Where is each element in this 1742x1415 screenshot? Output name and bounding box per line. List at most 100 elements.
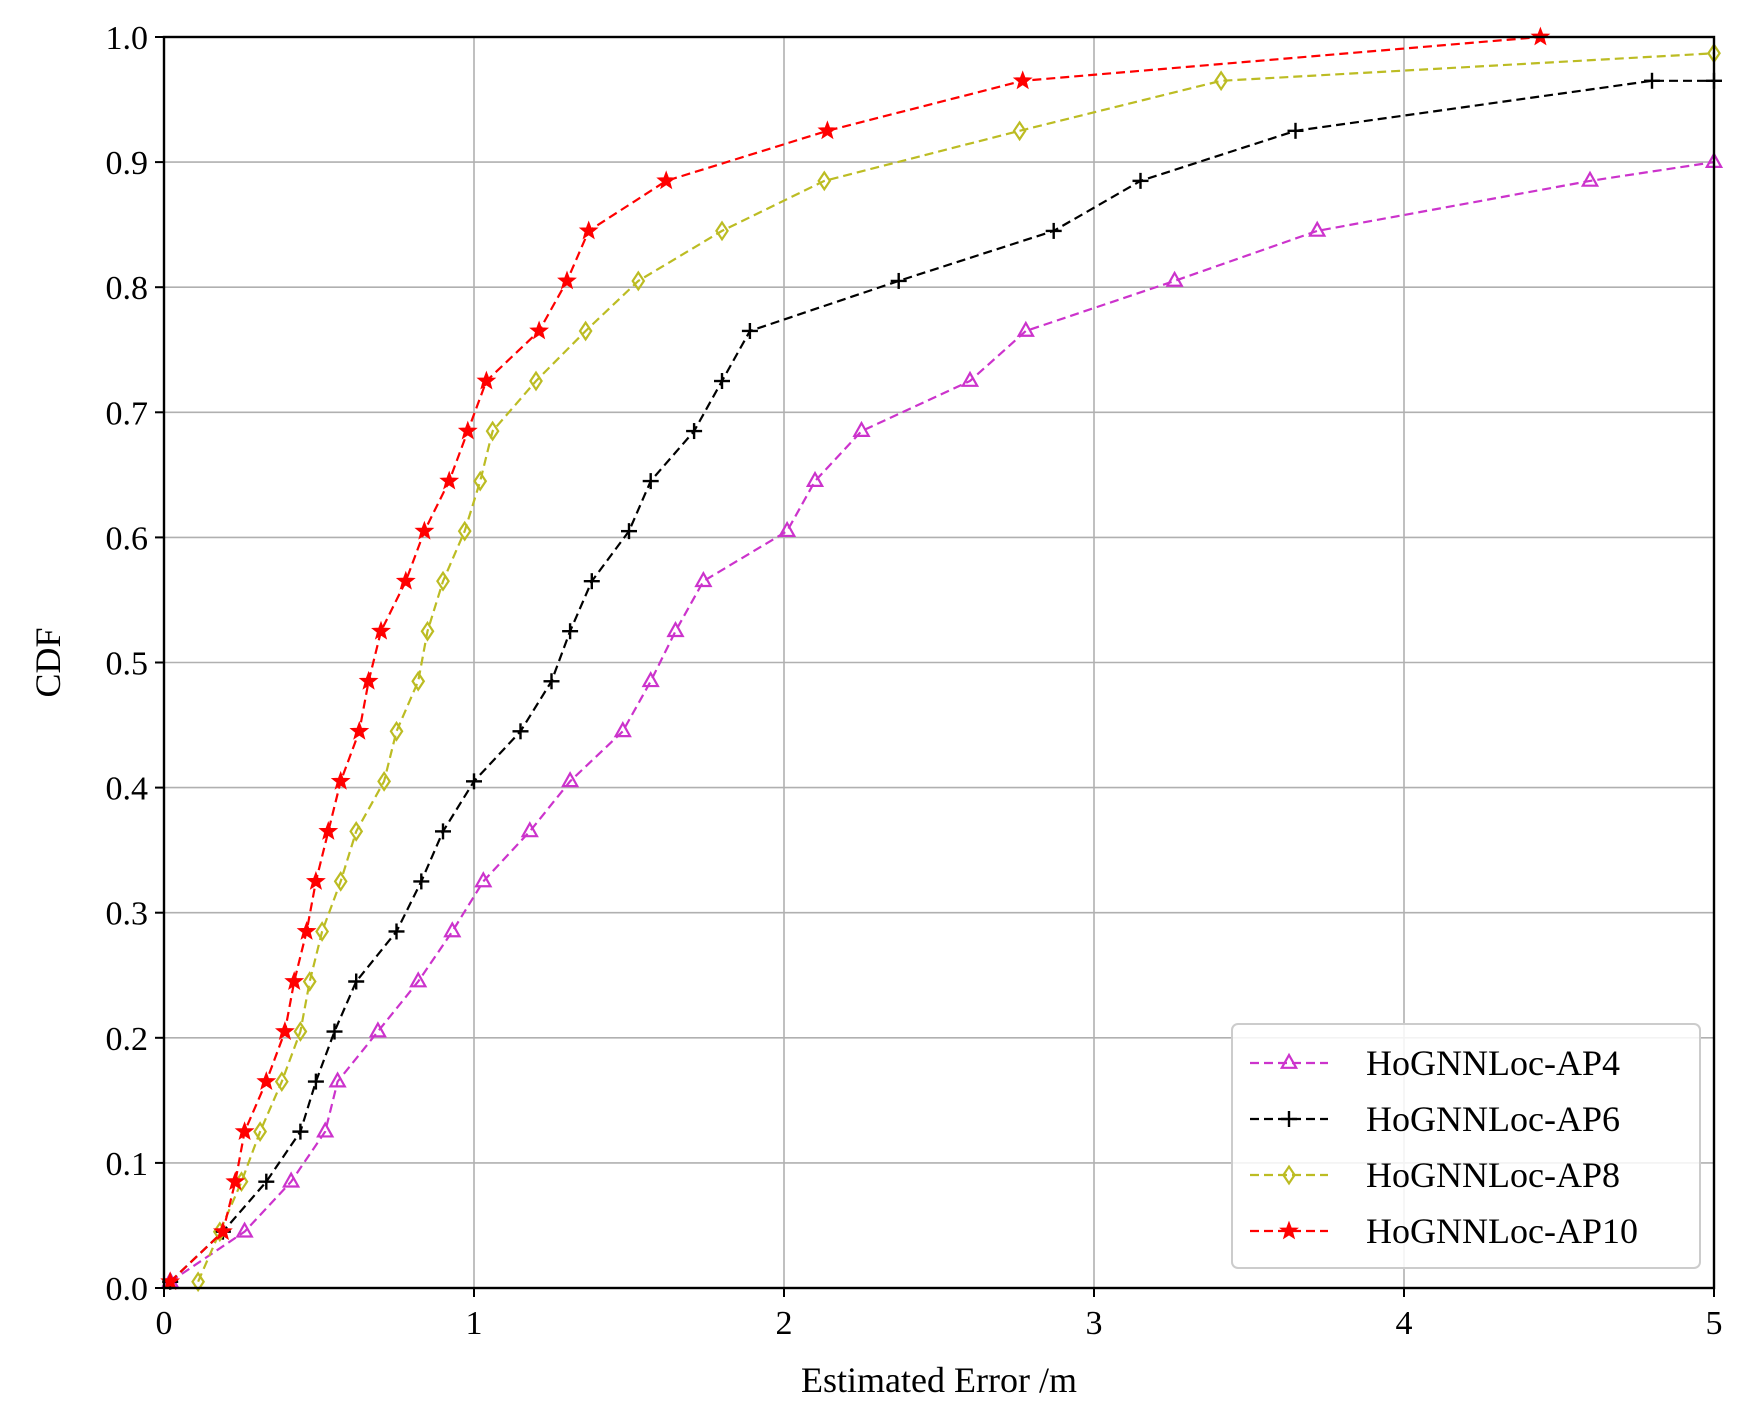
- point-diamond: [485, 420, 500, 442]
- point-star: [529, 320, 550, 340]
- point-plus: [890, 272, 907, 289]
- point-triangle: [1308, 220, 1327, 237]
- point-triangle: [443, 921, 462, 938]
- series-line: [169, 35, 1541, 1283]
- point-plus: [1045, 222, 1062, 239]
- x-tick-label: 0: [156, 1305, 173, 1342]
- point-plus: [1281, 1111, 1297, 1127]
- point-plus: [388, 923, 405, 940]
- series-layer: [160, 26, 1724, 1293]
- point-star: [212, 1221, 233, 1241]
- x-tick-label: 2: [776, 1305, 793, 1342]
- point-diamond: [389, 720, 404, 742]
- point-diamond: [293, 1021, 308, 1042]
- point-triangle: [409, 971, 428, 988]
- point-diamond: [1282, 1164, 1296, 1186]
- point-diamond: [274, 1071, 289, 1092]
- legend-item: HoGNNLoc-AP4: [1250, 1043, 1620, 1083]
- y-tick-label: 0.9: [106, 145, 149, 182]
- point-star: [358, 670, 379, 690]
- point-diamond: [529, 370, 543, 392]
- point-star: [349, 720, 370, 740]
- point-triangle: [613, 721, 632, 738]
- point-star: [557, 270, 577, 290]
- x-tick-label: 3: [1086, 1305, 1103, 1342]
- point-plus: [1132, 172, 1149, 189]
- point-triangle: [474, 871, 493, 888]
- legend: HoGNNLoc-AP4 HoGNNLoc-AP6 HoGNNLoc-AP8 HoGN…: [1231, 1023, 1701, 1269]
- point-triangle: [666, 620, 685, 638]
- point-star: [330, 770, 351, 790]
- legend-box: [1231, 1023, 1701, 1269]
- point-star: [371, 620, 391, 640]
- point-triangle: [282, 1171, 301, 1188]
- y-tick-label: 0.7: [106, 395, 149, 432]
- x-tick-label: 5: [1706, 1305, 1723, 1342]
- point-triangle: [1165, 270, 1184, 287]
- y-tick-label: 0.5: [106, 646, 149, 683]
- legend-label: HoGNNLoc-AP4: [1366, 1043, 1620, 1083]
- point-star: [439, 470, 460, 490]
- point-star: [1279, 1220, 1299, 1240]
- point-star: [318, 820, 339, 840]
- x-tick-label: 4: [1396, 1305, 1413, 1342]
- point-triangle: [235, 1221, 254, 1238]
- y-tick-label: 0.4: [106, 771, 149, 808]
- point-star: [1012, 70, 1033, 90]
- y-tick-label: 0.0: [106, 1271, 149, 1308]
- series-line: [197, 52, 1715, 1283]
- legend-item: HoGNNLoc-AP8: [1250, 1155, 1620, 1195]
- point-diamond: [1214, 70, 1229, 92]
- point-plus: [292, 1123, 309, 1140]
- point-plus: [258, 1173, 275, 1190]
- point-diamond: [191, 1271, 206, 1293]
- point-star: [225, 1171, 246, 1191]
- point-star: [256, 1071, 277, 1091]
- point-star: [457, 420, 478, 440]
- legend-item: HoGNNLoc-AP10: [1250, 1211, 1638, 1251]
- series-hognnloc-ap10: [160, 26, 1551, 1291]
- point-diamond: [457, 520, 472, 542]
- point-star: [274, 1021, 295, 1040]
- point-triangle: [694, 570, 713, 588]
- legend-label: HoGNNLoc-AP10: [1366, 1211, 1638, 1251]
- point-triangle: [520, 821, 539, 838]
- series-line: [169, 79, 1714, 1283]
- point-triangle: [778, 520, 797, 538]
- point-diamond: [473, 470, 488, 492]
- point-diamond: [1012, 120, 1027, 142]
- point-plus: [583, 573, 600, 590]
- point-plus: [1287, 122, 1304, 139]
- point-triangle: [561, 771, 580, 788]
- point-triangle: [368, 1021, 387, 1038]
- x-axis-title: Estimated Error /m: [801, 1360, 1077, 1400]
- y-tick-label: 0.3: [106, 896, 149, 933]
- series-hognnloc-ap8: [191, 42, 1721, 1293]
- point-diamond: [411, 670, 426, 692]
- y-tick-label: 0.8: [106, 270, 149, 307]
- point-star: [395, 570, 416, 590]
- point-plus: [686, 423, 703, 440]
- point-star: [284, 971, 305, 990]
- point-plus: [512, 723, 529, 740]
- point-star: [476, 370, 497, 390]
- legend-label: HoGNNLoc-AP8: [1366, 1155, 1620, 1195]
- point-diamond: [302, 971, 317, 992]
- point-triangle: [641, 671, 660, 688]
- legend-label: HoGNNLoc-AP6: [1366, 1099, 1620, 1139]
- point-plus: [543, 673, 560, 690]
- point-triangle: [960, 370, 980, 387]
- point-diamond: [333, 871, 348, 892]
- y-tick-label: 0.2: [106, 1021, 149, 1058]
- point-diamond: [817, 170, 832, 192]
- point-diamond: [377, 770, 392, 792]
- point-star: [305, 870, 326, 890]
- point-triangle: [316, 1121, 335, 1138]
- point-plus: [413, 873, 430, 890]
- point-star: [656, 170, 677, 190]
- point-plus: [1644, 72, 1660, 89]
- point-star: [414, 520, 435, 540]
- y-axis-title: CDF: [28, 627, 68, 697]
- point-plus: [466, 773, 482, 790]
